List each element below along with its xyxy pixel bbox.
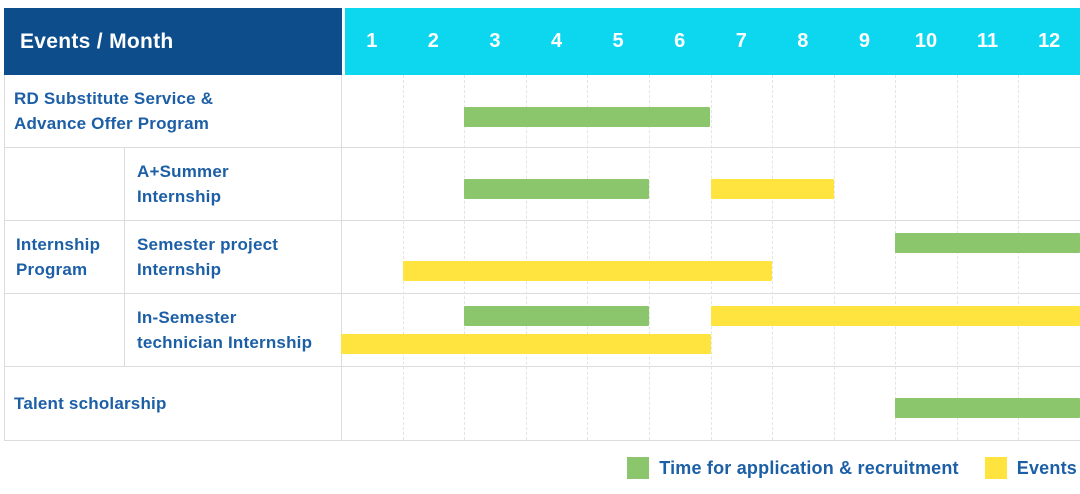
column-separator-line [4,75,5,440]
legend-swatch-application-green [627,457,650,479]
month-label-9: 9 [858,30,870,52]
month-gridline [587,75,589,440]
row-label-internship-program: Internship Program [16,147,122,366]
header-corner-cell: Events / Month [4,8,342,75]
row-label-line: Semester project [137,234,279,254]
row-separator-line [4,366,1080,367]
month-gridline [956,75,958,440]
row-label-line: Internship [137,259,222,279]
bar-application [464,306,649,326]
bar-events [402,261,773,281]
bar-application [895,398,1080,418]
bar-application [464,179,649,199]
month-label-1: 1 [366,30,378,52]
row-label-a-summer-internship: A+Summer Internship [137,147,337,220]
row-label-line: A+Summer [137,161,229,181]
month-gridline [710,75,712,440]
row-separator-line [4,147,1080,148]
row-label-line: In-Semester [137,307,237,327]
legend: Time for application & recruitment Event… [627,455,1077,481]
row-separator-line [4,440,1080,441]
row-label-line: Talent scholarship [14,393,167,413]
month-gridline [1018,75,1020,440]
month-label-10: 10 [914,30,938,52]
column-separator-line [341,75,342,440]
bar-events [710,306,1080,326]
corner-label: Events / Month [20,29,174,53]
legend-label: Events [1016,457,1077,478]
legend-label: Time for application & recruitment [659,457,959,478]
column-separator-line [124,147,125,366]
month-label-2: 2 [427,30,439,52]
month-label-12: 12 [1038,30,1061,52]
row-label-line: Advance Offer Program [14,114,210,133]
bar-events [710,179,834,199]
row-label-talent-scholarship: Talent scholarship [14,366,334,440]
month-label-11: 11 [977,30,999,52]
bar-events [341,334,711,354]
row-label-line: RD Substitute Service & [14,89,214,108]
row-label-line: Internship [137,186,222,206]
legend-swatch-events-yellow [984,457,1007,479]
month-gridline [772,75,774,440]
month-label-8: 8 [797,30,809,52]
row-separator-line [4,293,1080,294]
legend-item-events: Events [984,457,1077,479]
month-header [345,8,1080,75]
month-gridline [402,75,404,440]
legend-item-application: Time for application & recruitment [627,457,959,479]
row-label-line: Program [16,259,88,279]
month-gridline [648,75,650,440]
row-label-in-semester-technician-internship: In-Semester technician Internship [137,293,337,366]
month-gridline [525,75,527,440]
month-gridline [833,75,835,440]
month-gridline [464,75,466,440]
month-label-4: 4 [550,30,563,52]
month-label-6: 6 [674,30,686,52]
row-label-line: Internship [16,234,101,254]
bar-application [464,107,711,127]
bar-application [895,233,1080,253]
row-separator-line [4,220,1080,221]
month-gridline [895,75,897,440]
row-label-semester-project-internship: Semester project Internship [137,220,337,293]
row-label-rd-substitute: RD Substitute Service & Advance Offer Pr… [14,75,334,147]
month-label-5: 5 [612,30,624,52]
month-label-3: 3 [489,30,501,52]
month-label-7: 7 [735,30,747,52]
row-label-line: technician Internship [137,332,313,352]
